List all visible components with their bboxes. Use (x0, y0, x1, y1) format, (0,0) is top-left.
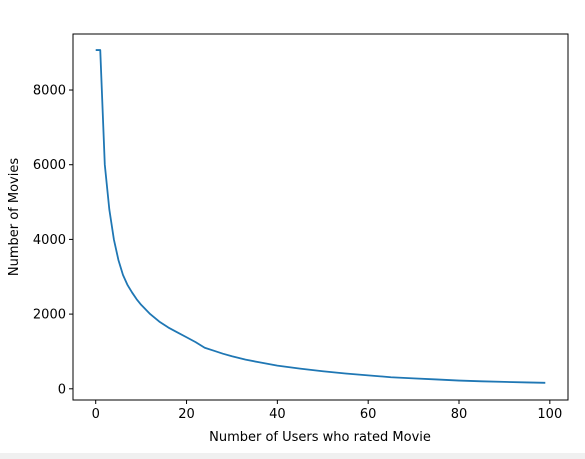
y-tick-label: 0 (58, 382, 66, 397)
x-tick-label: 40 (269, 407, 286, 422)
y-axis: 0 2000 4000 6000 8000 (33, 84, 73, 397)
y-tick-label: 2000 (33, 308, 66, 323)
x-axis-label: Number of Users who rated Movie (209, 430, 431, 445)
y-axis-label: Number of Movies (7, 158, 22, 276)
series-layer (95, 49, 546, 384)
y-tick-label: 4000 (33, 233, 66, 248)
x-tick-label: 80 (451, 407, 468, 422)
window-bottom-strip (0, 453, 585, 459)
x-tick-label: 100 (537, 407, 562, 422)
y-tick-label: 6000 (33, 158, 66, 173)
series-line-0 (95, 49, 546, 384)
plot-frame (72, 33, 569, 401)
x-axis: 0 20 40 60 80 100 (92, 400, 562, 422)
y-tick-label: 8000 (33, 84, 66, 99)
x-tick-label: 0 (92, 407, 100, 422)
plot-background (73, 34, 568, 400)
x-tick-label: 60 (360, 407, 377, 422)
x-tick-label: 20 (178, 407, 195, 422)
